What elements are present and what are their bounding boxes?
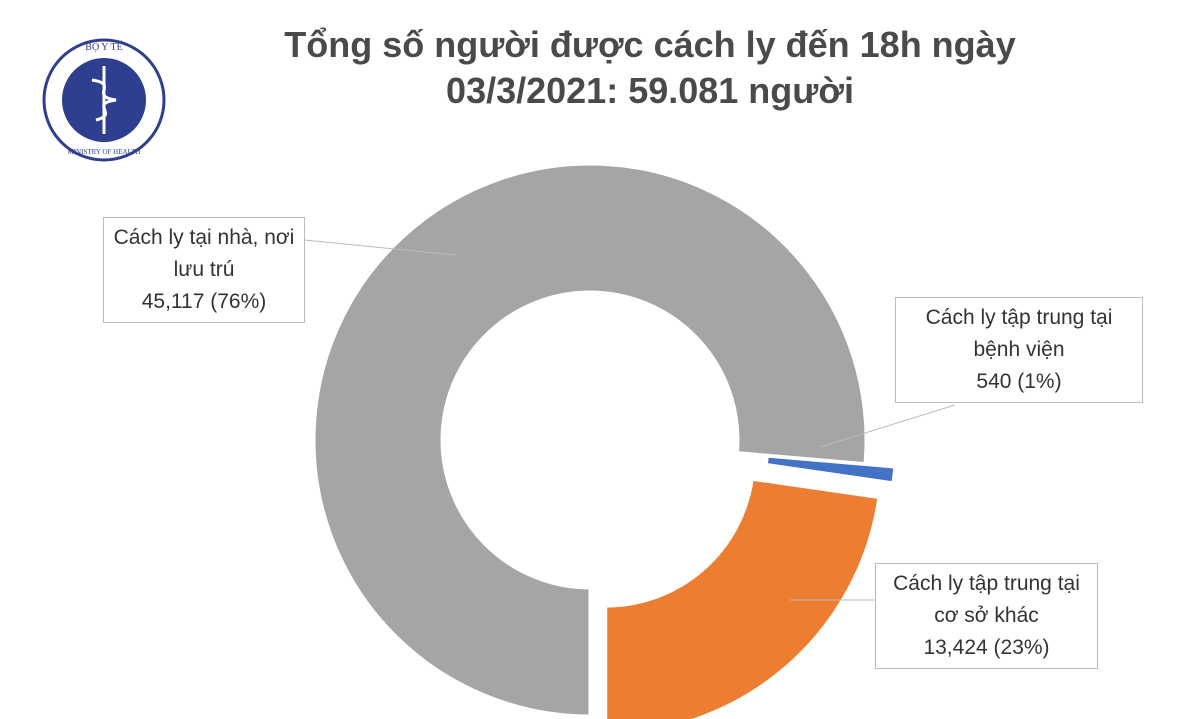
logo-top: BỘ Y TẾ [85, 40, 122, 53]
data-label: Cách ly tại nhà, nơi lưu trú 45,117 (76%) [103, 217, 305, 323]
leaders [304, 239, 956, 601]
value-label: 45,117 (76%) [141, 290, 267, 313]
leader-line [819, 404, 956, 448]
slice [312, 162, 868, 718]
logo: BỘ Y TẾ MINISTRY OF HEALTH [42, 38, 166, 162]
slice [604, 477, 881, 719]
logo-bottom: MINISTRY OF HEALTH [68, 148, 141, 156]
category-label: Cách ly tập trung tại bệnh viện [925, 306, 1113, 361]
logo-symbol [91, 66, 117, 134]
leader-line [304, 239, 456, 256]
category-label: Cách ly tại nhà, nơi lưu trú [113, 226, 295, 281]
slice [764, 454, 897, 485]
donut [312, 162, 897, 719]
data-label: Cách ly tập trung tại cơ sở khác 13,424 (… [875, 563, 1098, 669]
value-label: 13,424 (23%) [923, 636, 1050, 659]
data-label: Cách ly tập trung tại bệnh viện 540 (1%) [895, 297, 1143, 403]
category-label: Cách ly tập trung tại cơ sở khác [893, 572, 1080, 627]
value-label: 540 (1%) [976, 370, 1062, 393]
chart-title: Tổng số người được cách ly đến 18h ngày … [284, 24, 1016, 111]
